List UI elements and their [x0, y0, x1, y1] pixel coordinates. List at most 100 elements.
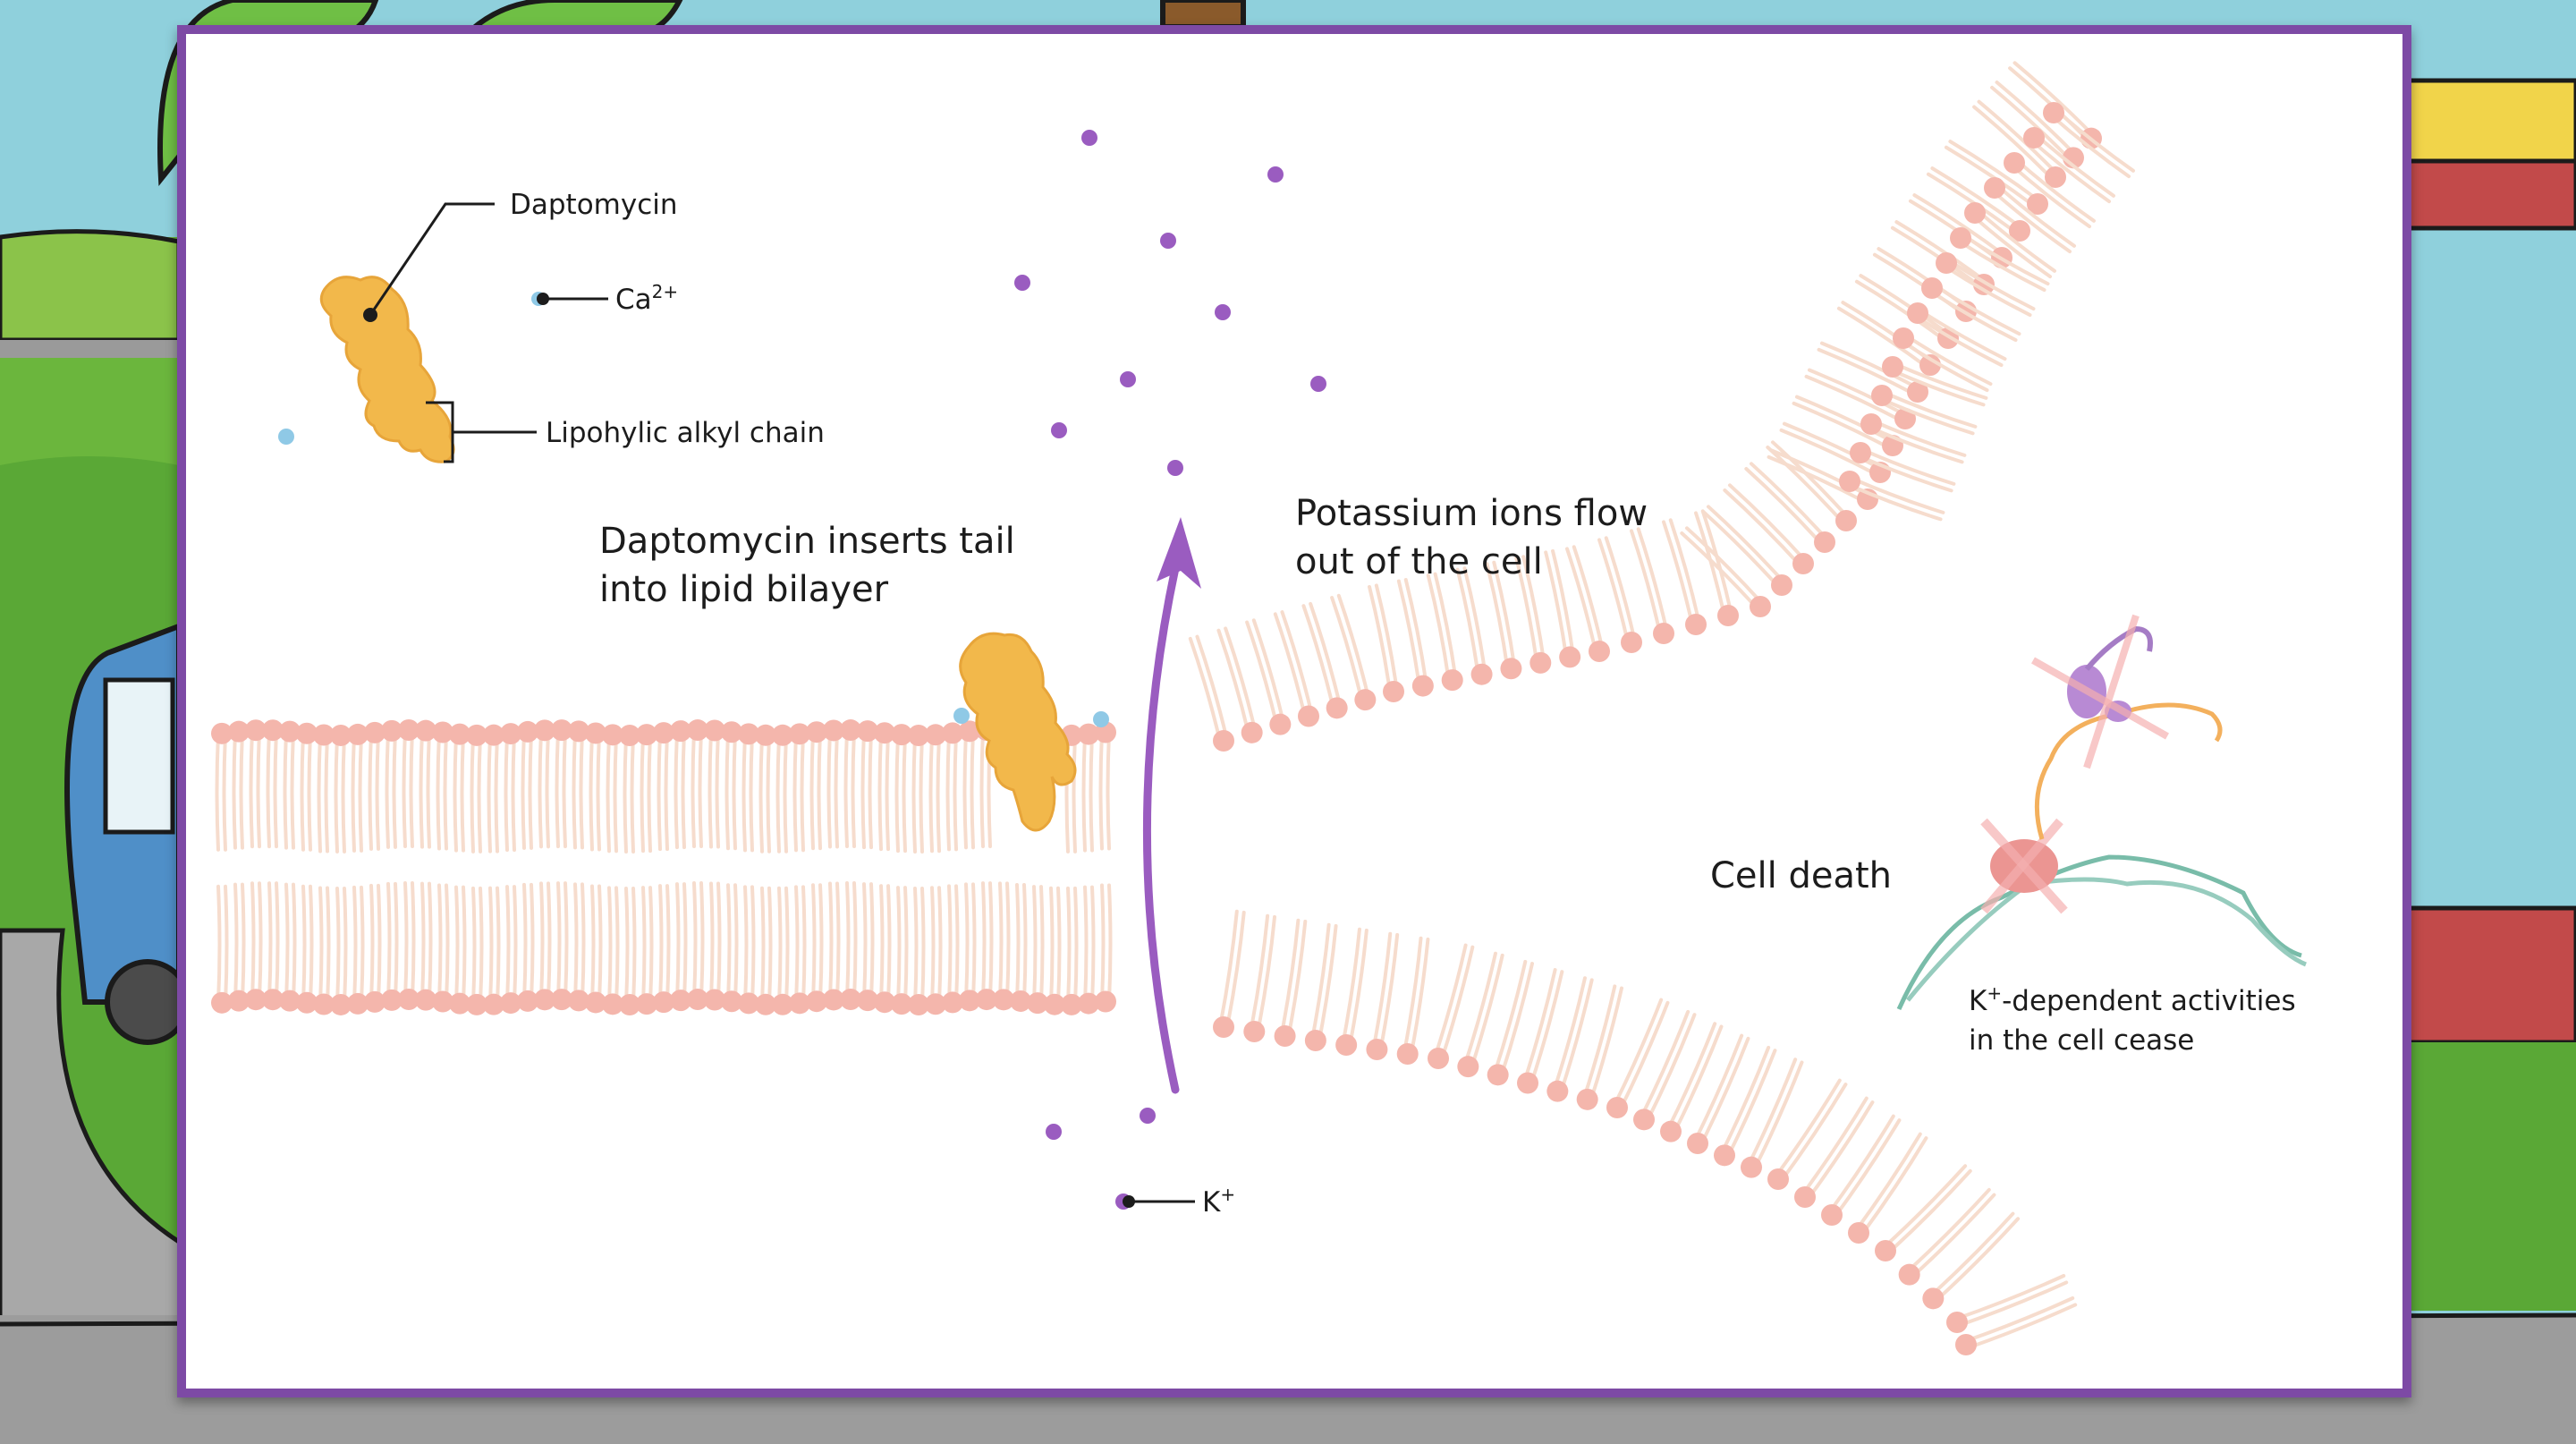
lipid-tail [1860, 447, 1956, 486]
lipid-head [364, 990, 386, 1013]
lipid-tail [964, 882, 970, 1003]
lipid-head [568, 720, 589, 743]
potassium-ion [1051, 422, 1067, 438]
lipid-head [1653, 623, 1674, 644]
lipid-head [1950, 227, 1971, 249]
lipid-tail [1403, 578, 1428, 687]
lipid-tail [411, 881, 416, 1002]
lipid-tail [1859, 274, 1953, 337]
lipid-tail [1330, 596, 1364, 703]
lipid-head [959, 990, 980, 1012]
lipid-head [1366, 1039, 1388, 1060]
lipid-tail [937, 886, 943, 1007]
lipid-head [891, 993, 912, 1015]
lipid-tail [394, 881, 399, 1002]
lipid-head [721, 721, 742, 743]
lipid-head [534, 989, 555, 1011]
lipid-head [1767, 1168, 1789, 1190]
lipid-head [738, 723, 759, 745]
lipid-tail [307, 731, 312, 852]
lipid-tail [1514, 556, 1539, 666]
lipid-tail [726, 883, 732, 1004]
lipid-tail [1794, 395, 1896, 445]
lipid-tail [1572, 545, 1605, 652]
lipid-tail [539, 881, 545, 1002]
lipid-tail [1089, 732, 1094, 853]
lipid-tail [1273, 612, 1308, 719]
lipid-tail [1039, 885, 1045, 1006]
lipid-tail [1256, 914, 1276, 1034]
lipid-tail [971, 882, 977, 1003]
lipid-tail [979, 728, 985, 849]
lipid-head [364, 721, 386, 743]
lipid-head [1792, 553, 1814, 574]
lipid-tail [749, 732, 754, 853]
lipid-tail [301, 884, 307, 1005]
lipid-head [823, 989, 844, 1011]
lipid-tail [300, 731, 305, 852]
lipid-head [466, 993, 487, 1015]
lipid-tail [1894, 220, 1988, 284]
lipid-head [1304, 1030, 1326, 1051]
potassium-efflux-arrow [1142, 539, 1185, 1094]
lipid-tail [1701, 509, 1782, 590]
lipid-head [806, 721, 827, 743]
lipid-tail [273, 728, 278, 849]
potassium-ions-outside [1014, 130, 1326, 476]
lipid-tail [1559, 978, 1594, 1094]
lipid-tail [1975, 208, 2056, 273]
lipid-tail [358, 732, 363, 853]
inserts-label-line1: Daptomycin inserts tail [599, 521, 1015, 562]
lipid-head [1984, 177, 2005, 199]
daptomycin-leader-line [369, 202, 495, 316]
lipid-tail [1878, 396, 1975, 436]
lipid-head [551, 989, 572, 1011]
lipid-tail [1960, 233, 2050, 286]
lipid-tail [479, 886, 484, 1007]
lipid-head [415, 989, 436, 1011]
lipid-tail [556, 881, 562, 1002]
lipid-tail [911, 733, 917, 854]
lipid-head [432, 721, 453, 743]
lipid-head [1354, 689, 1377, 711]
lipid-head [1946, 1312, 1968, 1333]
potassium-flow-label-line1: Potassium ions flow [1295, 493, 1648, 534]
lipid-tail [1995, 183, 2076, 248]
lipid-head [1685, 614, 1707, 635]
lipid-tail [869, 882, 875, 1003]
lipid-tail [919, 733, 924, 854]
lipid-head [1871, 385, 1893, 406]
cell-death-illustration [1896, 614, 2307, 1011]
right-grass [2406, 1042, 2576, 1311]
lipid-head [874, 991, 895, 1014]
lipid-tail [1860, 1136, 1928, 1237]
lipid-head [245, 989, 267, 1011]
lipid-tail [488, 886, 494, 1007]
lipid-head [1470, 663, 1493, 685]
dependent-activities-label-line2: in the cell cease [1969, 1024, 2194, 1057]
lipid-head [2027, 193, 2048, 215]
lipid-tail [1218, 909, 1239, 1029]
lipid-tail [657, 731, 662, 852]
lipid-tail [1279, 918, 1301, 1038]
lipid-head [1860, 413, 1882, 435]
lipid-tail [852, 881, 858, 1002]
lipid-tail [1309, 922, 1331, 1042]
lipid-tail [800, 732, 805, 853]
lipid-head [1298, 705, 1319, 727]
lipid-tail [760, 886, 766, 1007]
lipid-tail [1216, 628, 1250, 735]
lipid-head [704, 989, 725, 1011]
lipid-head [398, 989, 419, 1011]
lipid-tail [1245, 620, 1279, 727]
lipid-tail [681, 729, 686, 850]
calcium-ion [1093, 711, 1109, 727]
lipid-head [636, 993, 657, 1015]
mrna-strand [2034, 702, 2223, 840]
lipid-head [1213, 1016, 1234, 1038]
lipid-tail [1066, 886, 1072, 1007]
lipid-tail [1804, 374, 1906, 424]
lipid-tail [562, 728, 567, 849]
lipid-tail [1301, 604, 1335, 711]
lipid-tail [1492, 560, 1517, 670]
